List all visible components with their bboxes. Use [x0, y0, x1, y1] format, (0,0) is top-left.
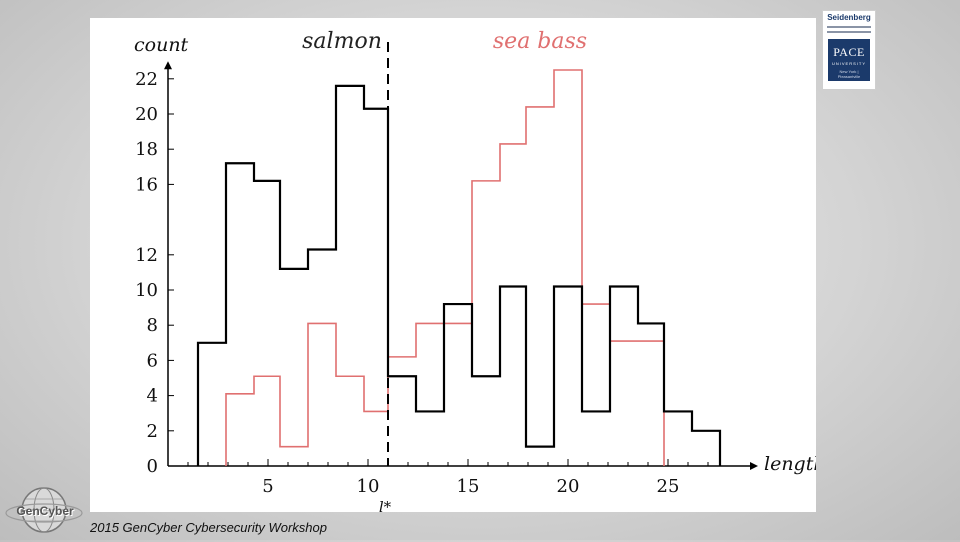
y-tick-label: 2	[147, 421, 158, 442]
salmon-histogram-bar	[692, 431, 720, 466]
salmon-histogram-bar	[308, 250, 336, 466]
salmon-histogram-bar	[638, 323, 664, 466]
salmon-histogram-bar	[610, 286, 638, 466]
salmon-histogram-bar	[198, 343, 226, 466]
salmon-histogram-bar	[364, 109, 388, 466]
salmon-histogram-bar	[388, 376, 416, 466]
threshold-label: l*	[379, 498, 392, 512]
x-axis-label: length	[764, 453, 816, 475]
salmon-legend-label: salmon	[302, 29, 382, 54]
sea-bass-legend-label: sea bass	[493, 29, 587, 54]
y-axis-arrow	[164, 61, 172, 70]
sea-bass-histogram-outline	[225, 69, 665, 466]
y-tick-label: 12	[135, 245, 158, 266]
histogram-figure: 0 2 4 6 8 10 12 16 18 20 22 5 10 15 20 25 count length l* s…	[90, 18, 816, 512]
y-tick-label: 22	[135, 69, 158, 90]
y-tick-label: 0	[147, 456, 158, 477]
gencyber-logo: GenCyber	[2, 480, 86, 538]
salmon-histogram-bar	[526, 447, 554, 466]
pace-logo-text: PACE	[833, 45, 865, 59]
salmon-histogram-bar	[254, 181, 280, 466]
logo-subtitle-line	[827, 26, 871, 28]
salmon-histogram-bar	[336, 86, 364, 466]
y-tick-label: 4	[147, 386, 158, 407]
sea-bass-histogram-bar	[526, 107, 554, 466]
pace-city-text: New York | Pleasantville	[837, 69, 861, 79]
salmon-histogram-bar	[664, 411, 692, 466]
x-axis-arrow	[750, 462, 758, 470]
y-axis-label: count	[134, 34, 189, 56]
histogram-chart: 0 2 4 6 8 10 12 16 18 20 22 5 10 15 20 25 count length l* s…	[134, 29, 816, 512]
x-tick-label: 5	[262, 476, 273, 497]
y-tick-label: 8	[147, 315, 158, 336]
pace-university-text: UNIVERSITY	[831, 61, 866, 66]
salmon-histogram-bar	[582, 411, 610, 466]
y-tick-label: 10	[135, 280, 158, 301]
pace-logo-box: PACE UNIVERSITY New York | Pleasantville	[828, 39, 870, 81]
globe-icon	[5, 487, 83, 533]
y-tick-label: 18	[135, 139, 158, 160]
x-tick-label: 25	[657, 476, 680, 497]
salmon-histogram-bar	[280, 269, 308, 466]
salmon-histogram-bar	[444, 304, 472, 466]
y-tick-label: 6	[147, 350, 158, 371]
seidenberg-logo-text: Seidenberg	[827, 13, 871, 22]
footer-text: 2015 GenCyber Cybersecurity Workshop	[90, 520, 327, 535]
salmon-histogram-bar	[416, 411, 444, 466]
salmon-histogram-bar	[472, 376, 500, 466]
gencyber-logo-text: GenCyber	[16, 504, 74, 518]
x-tick-label: 20	[557, 476, 580, 497]
y-tick-label: 16	[135, 174, 158, 195]
salmon-histogram-bar	[500, 286, 526, 466]
y-tick-label: 20	[135, 104, 158, 125]
salmon-histogram-outline	[196, 84, 722, 466]
x-tick-label: 10	[357, 476, 380, 497]
salmon-histogram-bar	[554, 286, 582, 466]
salmon-histogram-bar	[226, 163, 254, 466]
pace-seidenberg-logo: Seidenberg PACE UNIVERSITY New York | Pl…	[822, 10, 876, 90]
x-tick-label: 15	[457, 476, 480, 497]
logo-subtitle-line	[827, 31, 871, 33]
